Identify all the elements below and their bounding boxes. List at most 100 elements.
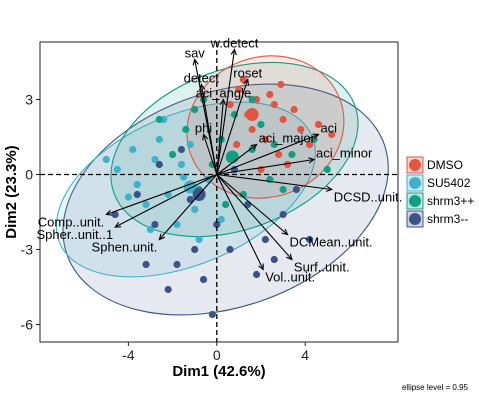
data-point-shrm3	[248, 145, 256, 154]
data-point-dmso	[239, 75, 247, 84]
data-point-dmso	[290, 105, 298, 114]
arrowhead-detect	[199, 83, 206, 91]
y-ticks: -6 -3 0 3	[21, 92, 40, 333]
data-point-shrm3	[191, 105, 199, 114]
data-point-su5402	[102, 155, 110, 164]
arrowhead-w-detect	[230, 48, 237, 56]
data-point-su5402	[113, 165, 121, 174]
arrow-phi	[203, 134, 218, 175]
data-point-shrm3	[173, 260, 181, 269]
data-point-dmso	[328, 130, 336, 139]
arrow-aci-angle	[216, 99, 224, 175]
legend-label-dmso: DMSO	[427, 158, 463, 172]
data-point-dmso	[297, 125, 305, 134]
x-tick-label: 0	[213, 347, 221, 363]
data-point-shrm3	[155, 160, 163, 169]
data-point-shrm3	[142, 260, 150, 269]
legend-label-su5402: SU5402	[427, 176, 471, 190]
legend-marker-shrm3	[409, 195, 421, 207]
data-point-shrm3	[191, 245, 199, 254]
arrow-spher-unit-1	[114, 174, 218, 228]
data-point-shrm3	[248, 95, 256, 104]
variable-label-spher-unit-1: Spher..unit..1	[37, 227, 114, 242]
data-point-shrm3	[164, 285, 172, 294]
data-point-shrm3	[257, 120, 265, 129]
variable-label-phi: phi	[195, 121, 212, 136]
data-point-dmso	[306, 140, 314, 149]
data-point-shrm3	[133, 190, 141, 199]
arrowhead-vol-unit	[258, 263, 264, 271]
arrowhead-spher-unit-1	[114, 221, 122, 228]
data-point-dmso	[233, 140, 241, 149]
arrowhead-sav	[192, 58, 199, 66]
y-tick-label: 3	[25, 92, 33, 108]
data-point-shrm3	[252, 270, 261, 279]
plot-background	[39, 41, 399, 343]
arrowhead-sphen-unit	[158, 233, 166, 241]
variable-label-aci-angle: aci_angle	[196, 86, 252, 101]
arrowhead-roset	[243, 78, 250, 86]
ellipse-level-note: ellipse level = 0.95	[402, 383, 469, 392]
data-point-dmso	[283, 160, 292, 169]
variable-label-sphen-unit: Sphen.unit.	[92, 240, 158, 255]
variable-label-detect: detect	[184, 71, 220, 86]
data-point-dmso	[277, 80, 285, 89]
variable-label-dcmean-unit: DCMean..unit.	[290, 235, 373, 250]
arrow-w-detect	[216, 49, 236, 175]
data-point-shrm3	[168, 150, 177, 159]
y-axis-title: Dim2 (23.3%)	[3, 145, 20, 238]
data-point-shrm3	[292, 185, 300, 194]
points-layer	[102, 75, 336, 319]
ellipses-layer	[55, 55, 389, 316]
data-point-shrm3	[261, 235, 270, 244]
data-point-dmso	[279, 115, 287, 124]
legend-marker-shrm3	[409, 213, 421, 225]
centroid-dmso	[245, 108, 259, 121]
data-point-shrm3	[323, 165, 331, 174]
data-point-dmso	[275, 150, 283, 159]
arrowhead-comp-unit	[105, 209, 113, 216]
data-point-shrm3	[288, 150, 296, 159]
data-point-su5402	[146, 225, 155, 234]
y-tick-label: -3	[21, 242, 34, 258]
arrow-aci-minor	[216, 158, 315, 176]
arrowhead-surf-unit	[286, 253, 293, 261]
data-point-shrm3	[208, 310, 216, 319]
variable-label-roset: roset	[233, 66, 262, 81]
legend: DMSO SU5402 shrm3++ shrm3--	[406, 156, 474, 228]
data-point-su5402	[191, 205, 199, 214]
data-point-shrm3	[213, 220, 221, 229]
arrow-aci	[216, 133, 319, 176]
legend-label-shrm3: shrm3--	[427, 212, 468, 226]
arrow-sphen-unit	[158, 174, 218, 240]
arrow-dcsd-unit	[216, 173, 332, 191]
data-point-su5402	[195, 235, 203, 244]
data-point-su5402	[217, 215, 225, 224]
data-point-su5402	[186, 140, 194, 149]
variable-label-aci: aci	[320, 121, 337, 136]
data-point-shrm3	[222, 200, 230, 209]
data-point-shrm3	[155, 115, 163, 124]
data-point-shrm3	[151, 220, 159, 229]
variable-label-surf-unit: Surf..unit.	[294, 260, 350, 275]
x-axis-title: Dim1 (42.6%)	[172, 363, 265, 380]
data-point-shrm3	[199, 275, 208, 284]
data-point-su5402	[124, 193, 132, 201]
data-point-shrm3	[279, 185, 287, 194]
arrowhead-aci	[312, 133, 320, 140]
data-point-shrm3	[270, 140, 278, 149]
data-point-dmso	[270, 100, 278, 109]
arrow-roset	[216, 79, 249, 175]
arrow-detect	[200, 84, 218, 175]
data-point-su5402	[173, 220, 181, 229]
arrow-aci-major	[216, 144, 257, 175]
arrowhead-dcmean-unit	[281, 228, 289, 236]
data-point-dmso	[314, 120, 323, 129]
arrow-vol-unit	[216, 174, 264, 270]
variable-label-sav: sav	[185, 46, 206, 61]
data-point-shrm3	[186, 195, 194, 204]
data-point-su5402	[180, 173, 188, 181]
legend-marker-dmso	[409, 159, 421, 171]
data-point-shrm3	[239, 190, 247, 199]
arrowhead-dcsd-unit	[325, 185, 333, 192]
